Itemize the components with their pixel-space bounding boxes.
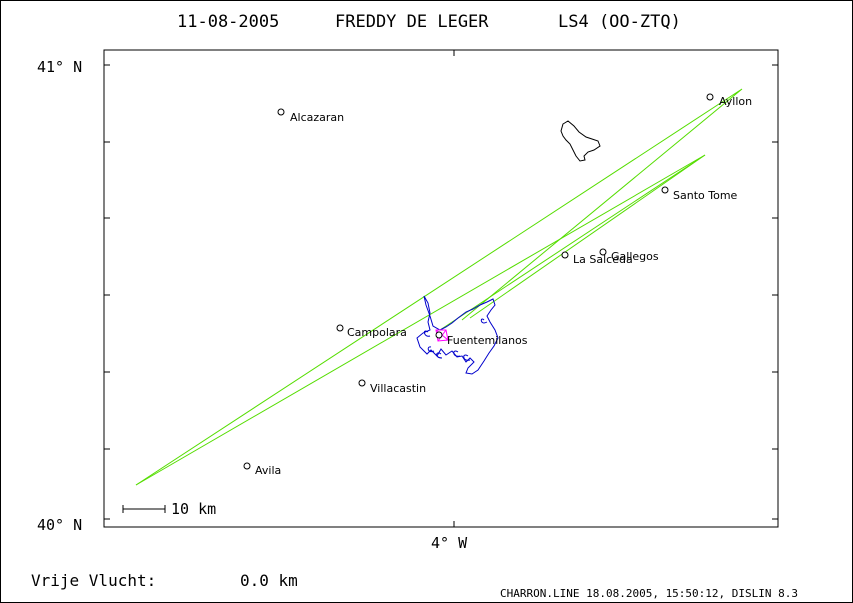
place-label-alcazaran: Alcazaran [290,111,344,124]
place-marker-santo-tome [661,186,669,194]
distance-label: Vrije Vlucht: [31,571,156,590]
flight-date: 11-08-2005 [177,12,279,32]
place-label-fuentemilanos: Fuentemilanos [447,334,528,347]
tick-marks [104,50,778,527]
place-marker-fuentemilanos [435,331,443,339]
place-marker-campolara [336,324,344,332]
place-label-campolara: Campolara [347,326,407,339]
place-markers [243,93,714,470]
place-label-la-salceda: La Salceda [573,253,633,266]
pilot-name: FREDDY DE LEGER [335,12,489,32]
flight-track [416,295,499,375]
scale-label: 10 km [171,500,216,518]
lake-outline [560,120,601,162]
lat-label-bottom: 40° N [37,516,82,534]
place-marker-avila [243,462,251,470]
place-label-avila: Avila [255,464,281,477]
place-marker-gallegos [599,248,607,256]
flight-track-loops [423,318,488,361]
scale-bar [122,505,166,513]
distance-value: 0.0 km [240,571,298,590]
lat-label-top: 41° N [37,58,82,76]
map-frame [103,49,779,528]
place-label-gallegos: Gallegos [611,250,659,263]
place-marker-la-salceda [561,251,569,259]
place-marker-alcazaran [277,108,285,116]
lon-label: 4° W [431,534,468,552]
place-marker-ayllon [706,93,714,101]
route-lines [135,88,743,486]
place-label-villacastin: Villacastin [370,382,426,395]
program-info: CHARRON.LINE 18.08.2005, 15:50:12, DISLI… [500,587,798,600]
place-label-ayllon: Ayllon [719,95,752,108]
glider-id: LS4 (OO-ZTQ) [558,12,681,32]
place-marker-villacastin [358,379,366,387]
place-label-santo-tome: Santo Tome [673,189,738,202]
